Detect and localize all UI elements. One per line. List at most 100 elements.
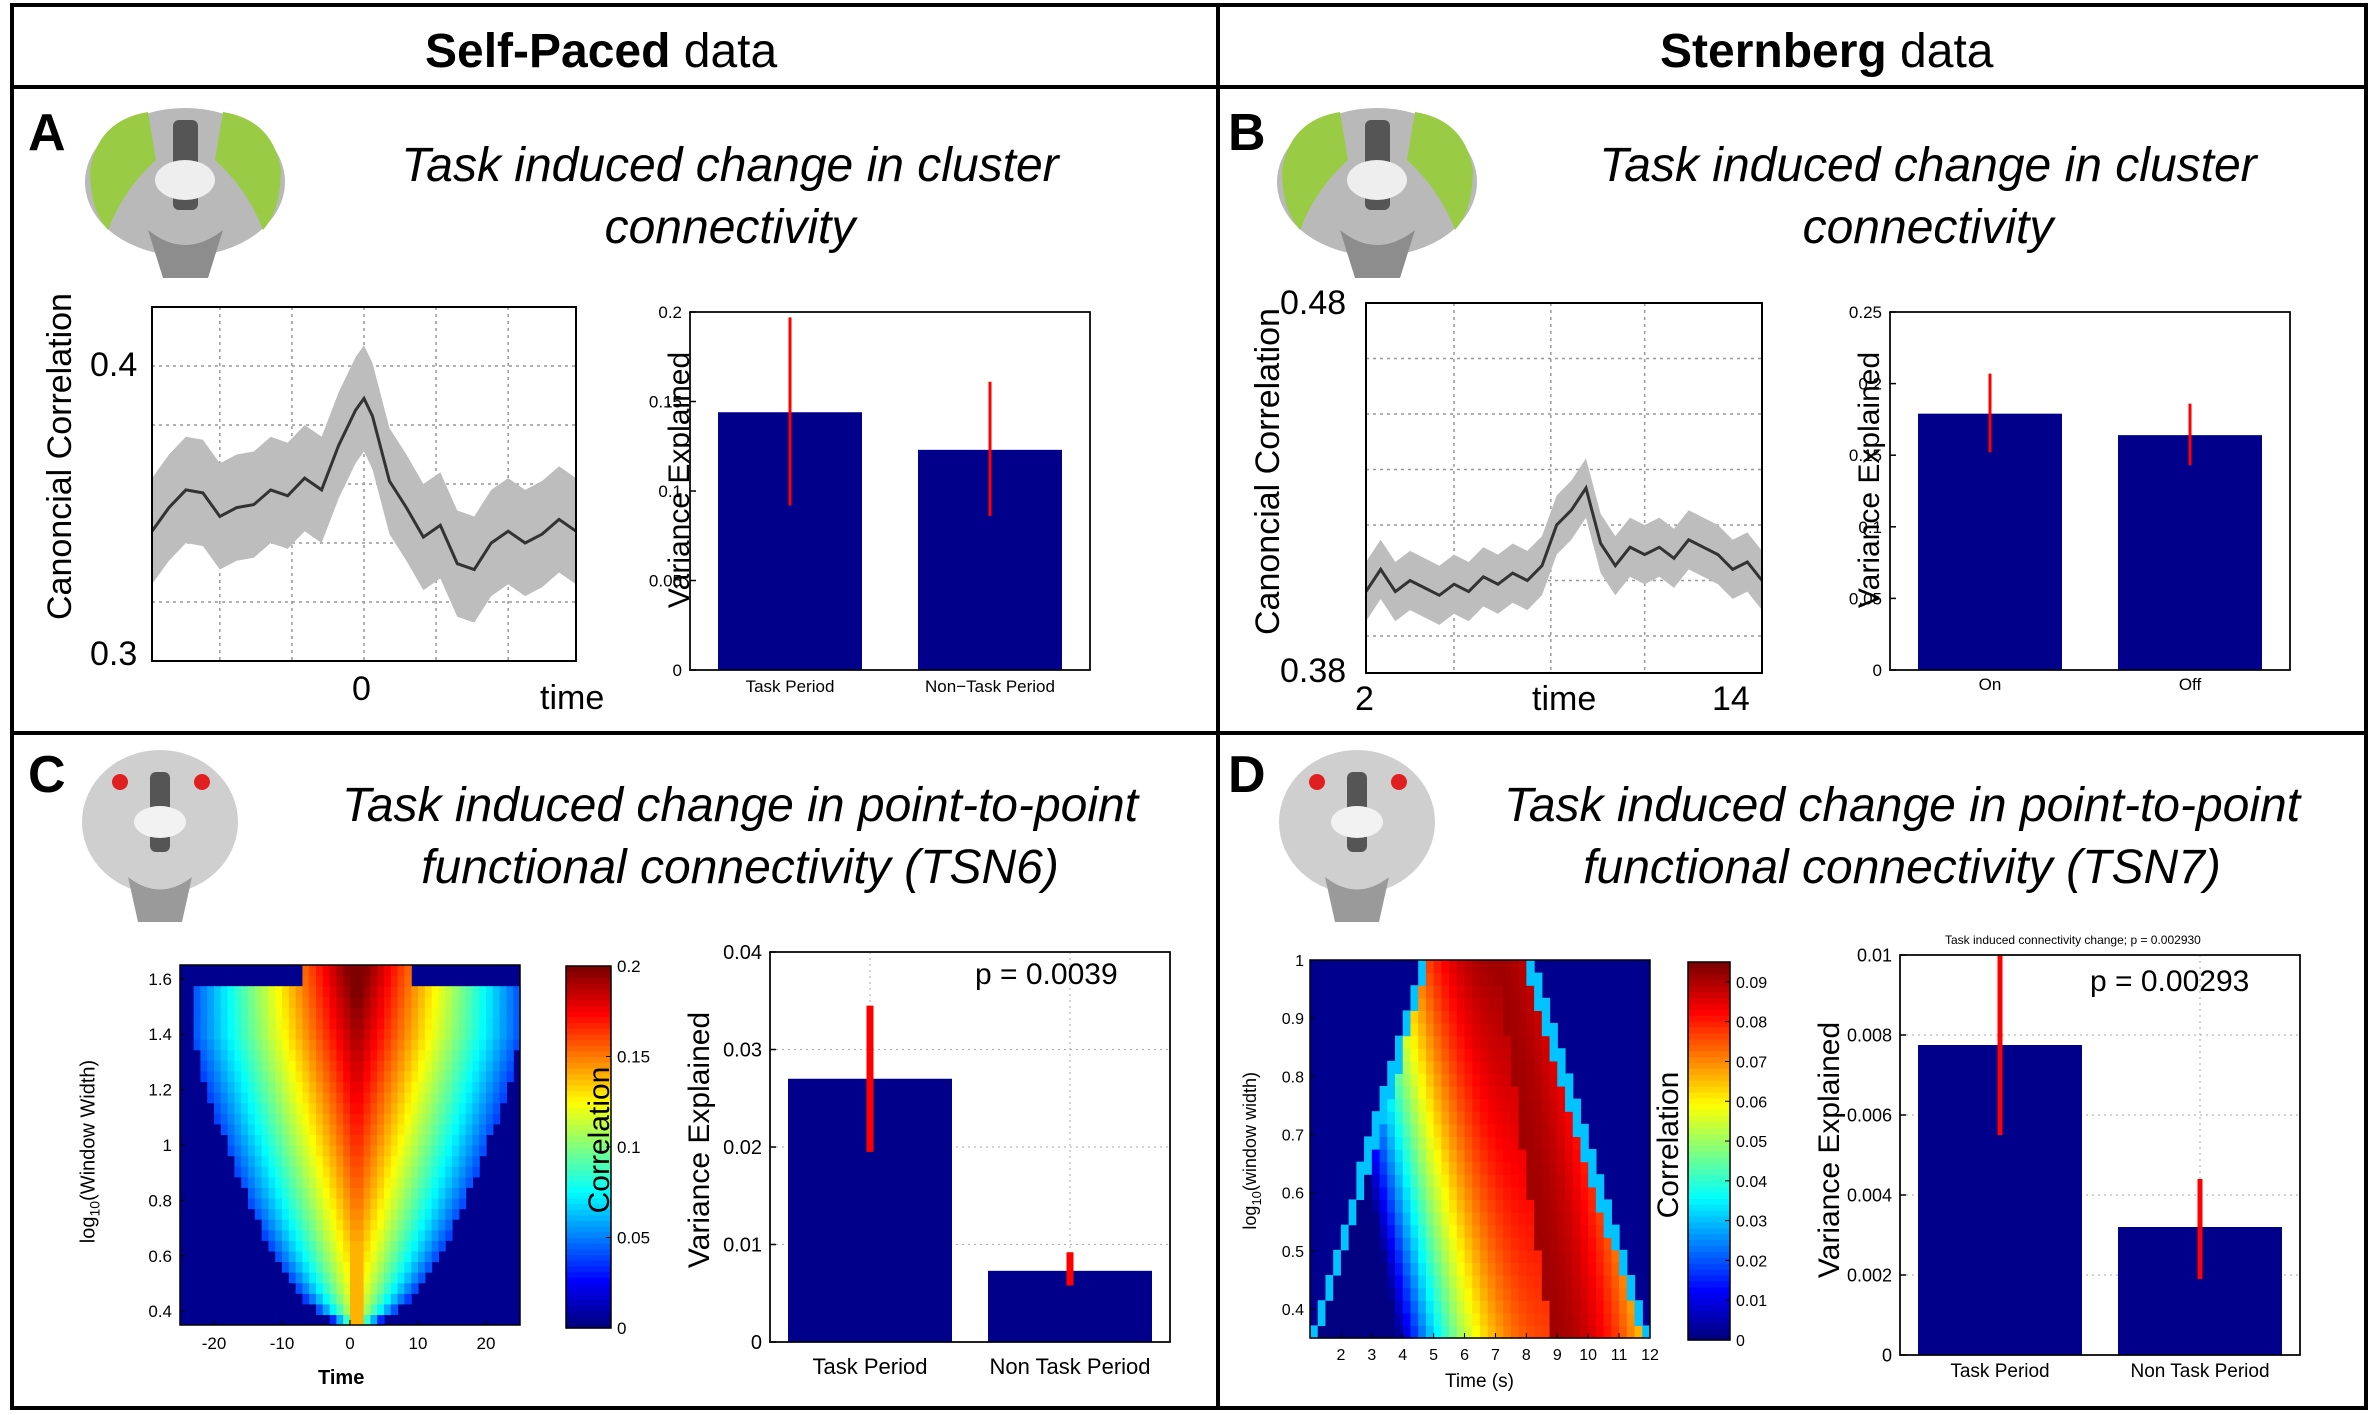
heatmap-cell	[343, 975, 351, 987]
colorbar-step	[1688, 1127, 1730, 1134]
tick-label: 0	[673, 661, 682, 680]
heatmap-cell	[288, 1007, 297, 1019]
heatmap-cell	[1317, 1325, 1327, 1339]
heatmap-cell	[370, 1240, 378, 1252]
heatmap-cell	[302, 1039, 310, 1051]
heatmap-cell	[1619, 1275, 1628, 1289]
colorbar-step	[566, 1192, 611, 1199]
heatmap-cell	[1395, 1035, 1404, 1049]
heatmap-cell	[1410, 1023, 1419, 1037]
heatmap-cell	[390, 1176, 399, 1188]
heatmap-cell	[452, 1060, 460, 1072]
colorbar-step	[566, 1011, 611, 1018]
heatmap-cell	[288, 1049, 297, 1061]
heatmap-cell	[452, 1145, 460, 1157]
heatmap-cell	[377, 965, 385, 977]
colorbar-step	[1688, 1139, 1730, 1146]
heatmap-cell	[363, 1092, 371, 1104]
heatmap-cell	[1557, 1262, 1566, 1276]
heatmap-cell	[384, 1208, 392, 1220]
heatmap-cell	[1526, 1275, 1535, 1289]
heatmap-cell	[1410, 1060, 1419, 1074]
heatmap-cell	[1534, 1224, 1543, 1238]
heatmap-cell	[254, 1028, 263, 1040]
heatmap-cell	[424, 1017, 433, 1030]
heatmap-cell	[1441, 972, 1450, 986]
heatmap-cell	[302, 986, 310, 998]
panel-b-xlabel: time	[1532, 680, 1597, 718]
heatmap-cell	[268, 1145, 276, 1157]
heatmap-cell	[1410, 1161, 1419, 1175]
heatmap-cell	[370, 1187, 378, 1199]
heatmap-cell	[261, 1145, 269, 1157]
heatmap-cell	[377, 1282, 385, 1294]
heatmap-cell	[234, 1081, 242, 1093]
heatmap-cell	[1371, 1312, 1381, 1326]
heatmap-cell	[1449, 1111, 1458, 1125]
heatmap-cell	[363, 1166, 371, 1178]
heatmap-cell	[1387, 1287, 1396, 1301]
heatmap-cell	[1580, 1312, 1589, 1326]
heatmap-cell	[316, 1261, 324, 1273]
heatmap-cell	[445, 1123, 453, 1136]
heatmap-cell	[295, 1166, 303, 1178]
heatmap-cell	[1572, 1262, 1582, 1276]
heatmap-cell	[1425, 1325, 1435, 1339]
colorbar-step	[566, 982, 611, 990]
heatmap-cell	[207, 1060, 215, 1072]
heatmap-cell	[1410, 1212, 1419, 1226]
heatmap-cell	[1526, 997, 1535, 1011]
heatmap-cell	[295, 1092, 303, 1104]
heatmap-cell	[1379, 1224, 1388, 1238]
heatmap-cell	[309, 965, 317, 977]
heatmap-cell	[241, 1123, 249, 1136]
tick-label: 0.01	[723, 1235, 762, 1257]
heatmap-cell	[1549, 1224, 1558, 1238]
colorbar-step	[1688, 1263, 1730, 1270]
heatmap-cell	[1449, 1300, 1458, 1314]
heatmap-cell	[288, 1060, 297, 1072]
heatmap-cell	[336, 965, 344, 977]
heatmap-cell	[1572, 1312, 1582, 1326]
colorbar-step	[1688, 1192, 1730, 1199]
heatmap-cell	[1487, 1212, 1497, 1226]
heatmap-cell	[1472, 1111, 1481, 1125]
heatmap-cell	[1449, 1098, 1458, 1112]
heatmap-cell	[343, 1229, 351, 1241]
heatmap-cell	[384, 965, 392, 977]
heatmap-cell	[397, 986, 405, 998]
heatmap-cell	[384, 996, 392, 1008]
heatmap-cell	[1464, 1237, 1473, 1251]
heatmap-cell	[486, 1017, 494, 1030]
heatmap-cell	[1595, 1224, 1605, 1238]
heatmap-cell	[1480, 1073, 1489, 1087]
heatmap-cell	[1395, 1287, 1404, 1301]
heatmap-cell	[1402, 1149, 1412, 1163]
heatmap-cell	[1526, 1237, 1535, 1251]
heatmap-cell	[1395, 1186, 1404, 1200]
tick-label: 0.1	[617, 1138, 641, 1157]
heatmap-cell	[1495, 1073, 1504, 1087]
heatmap-cell	[1402, 1186, 1412, 1200]
heatmap-cell	[268, 1060, 276, 1072]
heatmap-cell	[424, 1028, 433, 1040]
heatmap-cell	[1549, 1174, 1558, 1188]
colorbar-step	[566, 1141, 611, 1148]
heatmap-cell	[1464, 1174, 1473, 1188]
heatmap-cell	[302, 996, 310, 1008]
heatmap-cell	[492, 1092, 501, 1104]
heatmap-cell	[316, 1229, 324, 1241]
heatmap-cell	[1480, 1325, 1489, 1339]
heatmap-cell	[1395, 1224, 1404, 1238]
heatmap-cell	[1634, 1300, 1643, 1314]
heatmap-cell	[1387, 1249, 1396, 1263]
colorbar-step	[1688, 1286, 1730, 1294]
heatmap-cell	[248, 1060, 256, 1072]
heatmap-cell	[275, 1240, 283, 1252]
heatmap-cell	[336, 1145, 344, 1157]
heatmap-cell	[302, 1060, 310, 1072]
heatmap-cell	[384, 1060, 392, 1072]
heatmap-cell	[397, 1229, 405, 1241]
heatmap-cell	[506, 1028, 514, 1040]
heatmap-cell	[1495, 1010, 1504, 1024]
